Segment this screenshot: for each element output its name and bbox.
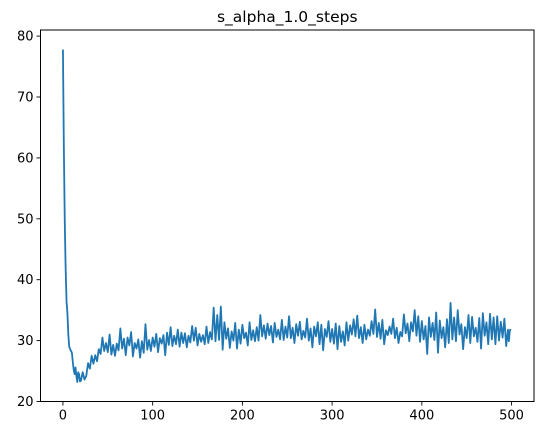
y-tick-label: 60 bbox=[17, 151, 34, 166]
y-tick-label: 80 bbox=[17, 30, 34, 45]
y-tick-label: 70 bbox=[17, 90, 34, 105]
chart-title: s_alpha_1.0_steps bbox=[217, 8, 358, 27]
x-tick-label: 100 bbox=[140, 409, 165, 424]
y-axis: 20 30 40 50 60 70 80 bbox=[17, 30, 41, 410]
x-tick-label: 500 bbox=[499, 409, 524, 424]
x-tick-label: 400 bbox=[409, 409, 434, 424]
x-axis: 0 100 200 300 400 500 bbox=[59, 401, 524, 424]
series-line-1 bbox=[62, 49, 512, 383]
y-tick-label: 40 bbox=[17, 273, 34, 288]
plot-area bbox=[62, 49, 512, 383]
y-tick-label: 50 bbox=[17, 212, 34, 227]
axes-frame bbox=[40, 29, 535, 402]
y-tick-label: 30 bbox=[17, 334, 34, 349]
x-tick-label: 300 bbox=[320, 409, 345, 424]
x-tick-label: 0 bbox=[59, 409, 67, 424]
y-tick-label: 20 bbox=[17, 395, 34, 410]
x-tick-label: 200 bbox=[230, 409, 255, 424]
